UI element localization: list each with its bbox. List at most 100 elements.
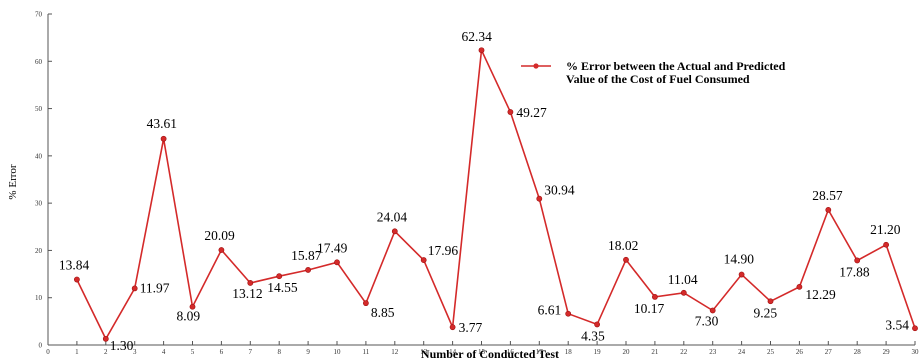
data-label: 3.54	[885, 317, 909, 332]
x-tick-label: 11	[363, 348, 370, 356]
y-tick-label: 50	[35, 105, 43, 113]
x-tick-label: 16	[507, 348, 515, 356]
y-tick-label: 30	[35, 200, 43, 208]
data-label: 8.85	[371, 305, 395, 320]
y-tick-label: 40	[35, 152, 43, 160]
data-label: 17.88	[839, 264, 870, 279]
data-point	[680, 289, 687, 296]
data-point	[334, 259, 340, 266]
data-label: 13.12	[232, 286, 262, 301]
x-tick-label: 24	[738, 348, 746, 356]
x-tick-label: 3	[133, 348, 137, 356]
data-label: 18.02	[608, 238, 638, 253]
data-label: 14.90	[724, 252, 755, 267]
data-label: 30.94	[544, 183, 575, 198]
data-label: 12.29	[805, 287, 836, 302]
data-point	[652, 294, 658, 300]
x-tick-label: 22	[680, 348, 688, 356]
data-label: 10.17	[634, 301, 665, 316]
y-tick-label: 70	[35, 11, 43, 19]
data-point	[912, 325, 918, 332]
x-tick-label: 30	[912, 348, 919, 356]
x-tick-label: 21	[651, 348, 659, 356]
data-label: 14.55	[267, 280, 298, 295]
x-tick-label: 7	[249, 348, 253, 356]
x-tick-label: 26	[796, 348, 804, 356]
x-tick-label: 18	[565, 348, 573, 356]
x-tick-label: 13	[420, 348, 428, 356]
data-point	[218, 247, 225, 253]
data-point	[189, 303, 196, 310]
data-label: 15.87	[291, 248, 322, 263]
data-point	[738, 271, 745, 278]
data-point	[709, 307, 716, 314]
x-tick-label: 20	[623, 348, 631, 356]
y-tick-label: 60	[35, 58, 43, 66]
data-point	[478, 47, 485, 54]
x-tick-label: 6	[220, 348, 224, 356]
data-label: 17.96	[428, 243, 459, 258]
y-axis-label: % Error	[7, 164, 19, 199]
x-tick-label: 12	[391, 348, 399, 356]
data-point	[594, 321, 600, 328]
data-point	[767, 298, 774, 305]
data-label: 1.30	[110, 338, 134, 353]
data-point	[102, 335, 109, 342]
x-tick-label: 28	[854, 348, 862, 356]
series-line	[76, 47, 916, 341]
legend-label-line-2: Value of the Cost of Fuel Consumed	[566, 72, 750, 86]
data-point	[507, 109, 514, 115]
data-label: 24.04	[377, 209, 408, 224]
x-tick-label: 8	[277, 348, 281, 356]
x-tick-label: 17	[536, 348, 544, 356]
x-tick-label: 2	[104, 348, 108, 356]
data-point	[362, 300, 369, 307]
x-tick-label: 10	[334, 348, 342, 356]
data-point	[276, 273, 283, 280]
data-label: 7.30	[695, 313, 719, 328]
data-label: 13.84	[59, 258, 90, 273]
x-tick-label: 19	[594, 348, 602, 356]
data-label: 21.20	[870, 222, 901, 237]
data-point	[854, 257, 861, 264]
data-point	[883, 241, 889, 248]
legend: % Error between the Actual and Predicted…	[521, 59, 786, 86]
y-tick-label: 20	[35, 247, 43, 255]
data-label: 8.09	[177, 309, 201, 324]
data-label: 4.35	[581, 328, 605, 343]
data-label: 3.77	[459, 320, 483, 335]
data-label: 6.61	[538, 303, 562, 318]
x-tick-label: 14	[449, 348, 457, 356]
x-axis-ticks: 0 1 2 3 4 5 6 7 8 9 10 11 12 13 14 15 16 17 18 19 20 21 22 23 24…	[46, 341, 919, 356]
data-label: 11.04	[668, 272, 698, 287]
x-tick-label: 25	[767, 348, 775, 356]
data-point	[796, 283, 803, 290]
x-tick-label: 0	[46, 348, 50, 356]
data-point	[623, 256, 629, 263]
data-label: 28.57	[812, 188, 843, 203]
data-point	[825, 207, 832, 213]
data-point	[131, 285, 138, 292]
data-point	[565, 310, 572, 317]
x-tick-label: 29	[883, 348, 891, 356]
x-tick-label: 1	[75, 348, 79, 356]
x-tick-label: 9	[306, 348, 310, 356]
x-tick-label: 27	[825, 348, 833, 356]
data-label: 9.25	[754, 305, 778, 320]
data-point	[305, 267, 311, 273]
series-points	[74, 47, 918, 342]
data-label: 43.61	[147, 116, 177, 131]
data-label: 20.09	[204, 228, 235, 243]
x-tick-label: 5	[191, 348, 195, 356]
data-label: 17.49	[317, 240, 348, 255]
x-tick-label: 23	[709, 348, 717, 356]
data-point	[449, 324, 456, 331]
data-label: 62.34	[462, 29, 493, 44]
x-tick-label: 4	[162, 348, 166, 356]
data-point	[74, 276, 80, 283]
data-point	[536, 195, 543, 202]
legend-label-line-1: % Error between the Actual and Predicted	[566, 59, 786, 73]
data-point	[160, 135, 167, 142]
